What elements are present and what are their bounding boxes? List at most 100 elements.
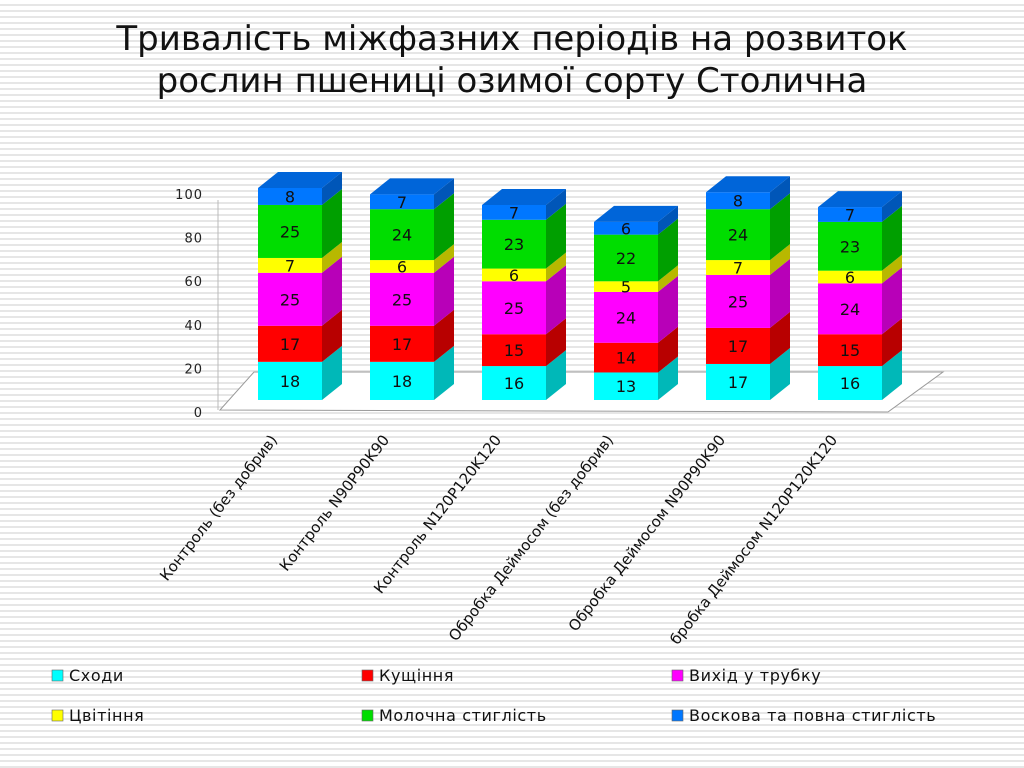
bar-segment-side — [882, 191, 902, 222]
bar-top-face — [706, 176, 790, 193]
bar-segment — [482, 204, 546, 220]
bar-segment — [258, 188, 322, 205]
bar-segment-side — [322, 188, 342, 258]
bar-segment — [594, 234, 658, 282]
bar-segment-side — [770, 244, 790, 275]
bar-segment-side — [322, 241, 342, 273]
data-label: 23 — [504, 235, 524, 254]
data-label: 23 — [840, 237, 860, 256]
bar-stack: 18 17 25 7 25 8 — [258, 172, 342, 400]
bar-segment-side — [434, 244, 454, 273]
bar-segment — [706, 260, 770, 275]
bar-segment — [594, 281, 658, 292]
data-label: 25 — [728, 292, 748, 311]
bar-segment-side — [658, 326, 678, 373]
bar-segment — [258, 361, 322, 400]
bar-segment — [370, 209, 434, 261]
bar-segment — [258, 257, 322, 273]
bar-segment-side — [434, 345, 454, 400]
bar-segment — [258, 204, 322, 258]
bar-segment — [594, 221, 658, 235]
bar-segment — [258, 272, 322, 326]
bar-stack: 16 15 24 6 23 7 — [818, 191, 902, 400]
bar-segment — [482, 366, 546, 400]
bar-segment — [706, 192, 770, 210]
legend-swatch — [671, 669, 684, 682]
data-label: 14 — [616, 349, 636, 368]
data-label: 7 — [845, 206, 855, 225]
bar-segment-side — [882, 254, 902, 284]
data-label: 24 — [616, 308, 636, 327]
bar-top-face — [594, 205, 678, 222]
bar-segment-side — [322, 256, 342, 326]
bar-top-face — [818, 191, 902, 208]
data-label: 6 — [509, 266, 519, 285]
bar-top-face — [370, 178, 454, 195]
y-tick-label: 60 — [184, 275, 203, 290]
legend: Сходи Кущіння Вихід у трубку Цвітіння Молочн… — [51, 666, 936, 725]
bar-segment-side — [434, 178, 454, 210]
bar-segment-side — [658, 265, 678, 292]
bar-segment-side — [770, 176, 790, 210]
bar-segment-side — [546, 188, 566, 220]
chart-title-line-1: Тривалість міжфазних періодів на розвито… — [116, 19, 908, 59]
bar-segment-side — [434, 193, 454, 261]
bar-segment — [818, 334, 882, 367]
data-label: 24 — [392, 226, 412, 245]
bar-segment-side — [770, 347, 790, 400]
bar-segment-side — [770, 193, 790, 261]
bar-segment — [370, 260, 434, 273]
data-label: 6 — [397, 257, 407, 276]
data-label: 18 — [280, 372, 300, 391]
bar-segment-side — [770, 258, 790, 328]
legend-label: Сходи — [69, 666, 124, 685]
bar-stack: 18 17 25 6 24 7 — [370, 178, 454, 400]
bar-segment-side — [546, 350, 566, 400]
data-label: 25 — [504, 299, 524, 318]
data-label: 7 — [397, 193, 407, 212]
bar-segment-side — [546, 318, 566, 367]
bar-segment — [370, 325, 434, 362]
x-axis-labels: Контроль (без добрив)Контроль N90P90K90К… — [156, 431, 841, 648]
bar-segment — [482, 281, 546, 335]
data-label: 13 — [616, 377, 636, 396]
bar-stack: 17 17 25 7 24 8 — [706, 176, 790, 400]
y-tick-label: 20 — [184, 362, 203, 377]
data-label: 6 — [845, 268, 855, 287]
bar-segment-side — [322, 172, 342, 205]
bar-segment — [594, 291, 658, 343]
bar-segment — [258, 325, 322, 362]
legend-label: Молочна стиглість — [379, 706, 547, 725]
bar-segment-side — [434, 309, 454, 362]
bar-segment — [482, 219, 546, 269]
data-label: 24 — [840, 300, 860, 319]
bar-segment-side — [882, 350, 902, 400]
data-label: 7 — [509, 203, 519, 222]
bar-top-face — [482, 188, 566, 205]
data-label: 17 — [392, 335, 412, 354]
legend-label: Вихід у трубку — [689, 666, 821, 685]
data-label: 25 — [280, 290, 300, 309]
data-label: 6 — [621, 219, 631, 238]
bar-segment — [370, 361, 434, 400]
y-axis: 0 20 40 60 80 100 — [175, 188, 219, 421]
data-label: 24 — [728, 226, 748, 245]
data-label: 15 — [840, 341, 860, 360]
bar-segment-side — [770, 311, 790, 364]
data-label: 17 — [728, 373, 748, 392]
bar-segment-side — [882, 267, 902, 335]
bar-segment — [706, 327, 770, 364]
y-tick-label: 0 — [194, 406, 203, 421]
bar-segment — [482, 268, 546, 282]
bar-segment-side — [546, 252, 566, 282]
bar-segment-side — [546, 265, 566, 335]
data-label: 16 — [840, 374, 860, 393]
legend-label: Воскова та повна стиглість — [689, 706, 936, 725]
bar-segment — [818, 207, 882, 222]
data-label: 8 — [285, 187, 295, 206]
bar-segment — [370, 272, 434, 326]
bar-segment-side — [658, 275, 678, 343]
bar-segment-side — [322, 345, 342, 400]
legend-swatch — [51, 709, 64, 722]
